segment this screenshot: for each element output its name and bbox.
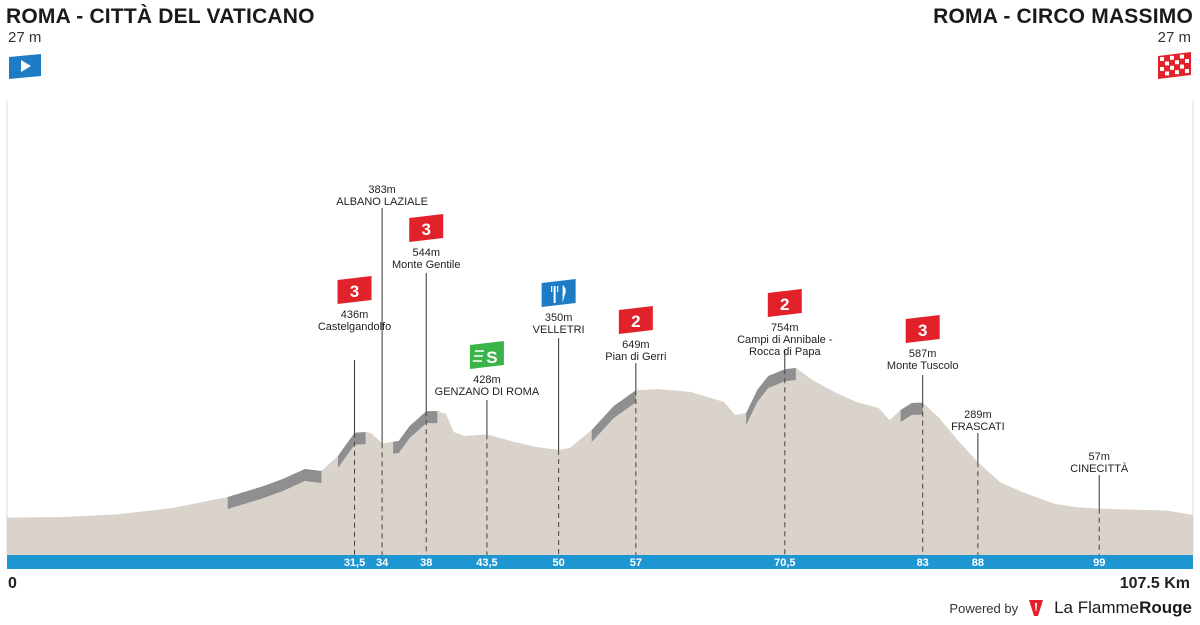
feed-zone-icon <box>541 279 576 307</box>
brand-name-light: La Flamme <box>1054 598 1140 617</box>
finish-location-title: ROMA - CIRCO MASSIMO <box>933 5 1193 28</box>
point-name-label: ALBANO LAZIALE <box>336 196 428 208</box>
point-name-label: Campi di Annibale - <box>737 334 833 346</box>
point-altitude-label: 57m <box>1089 451 1110 463</box>
kom-flag-icon: 2 <box>618 306 653 334</box>
checker-square <box>1185 69 1189 73</box>
km-marker-label: 83 <box>917 557 929 569</box>
kom-flag-icon-shape <box>618 306 653 334</box>
checker-square <box>1175 70 1179 75</box>
brand-name: La FlammeRouge <box>1054 598 1192 618</box>
kom-flag-icon: 2 <box>767 289 802 317</box>
kom-category-label: 3 <box>422 220 431 239</box>
km-start-label: 0 <box>8 575 17 592</box>
kom-flag-icon: 3 <box>337 276 372 304</box>
kom-flag-icon-shape <box>409 214 444 242</box>
checker-square <box>1160 67 1164 71</box>
km-marker-label: 57 <box>630 557 642 569</box>
point-name-label: Castelgandolfo <box>318 321 391 333</box>
point-name-label: CINECITTÀ <box>1070 462 1129 475</box>
point-name-label: Pian di Gerri <box>605 351 666 363</box>
point-altitude-label: 649m <box>622 339 650 351</box>
point-name-label: GENZANO DI ROMA <box>435 386 540 398</box>
checker-square <box>1180 54 1184 59</box>
sprint-category-label: S <box>486 348 497 367</box>
climb-segment <box>337 432 366 468</box>
km-end-label: 107.5 Km <box>1119 575 1190 592</box>
kom-flag-icon-shape <box>337 276 372 304</box>
km-marker-label: 38 <box>420 557 432 569</box>
km-marker-label: 31,5 <box>344 557 365 569</box>
kom-flag-icon-shape <box>767 289 802 317</box>
distance-baseline <box>7 555 1193 569</box>
checker-square <box>1165 61 1169 66</box>
checker-square <box>1170 55 1174 60</box>
km-marker-label: 34 <box>376 557 389 569</box>
point-altitude-label: 436m <box>341 309 369 321</box>
profile-area <box>7 368 1193 555</box>
point-altitude-label: 428m <box>473 374 501 386</box>
start-flag-icon <box>9 54 41 79</box>
finish-flag-icon <box>1158 52 1191 79</box>
start-location-title: ROMA - CITTÀ DEL VATICANO <box>6 5 315 28</box>
checker-square <box>1165 71 1169 76</box>
checker-square <box>1185 59 1189 63</box>
checker-square <box>1180 64 1184 69</box>
feed-zone-icon-shape <box>541 279 576 307</box>
kom-category-label: 3 <box>350 282 359 301</box>
point-name-label: VELLETRI <box>533 324 585 336</box>
brand-name-bold: Rouge <box>1139 598 1192 617</box>
finish-flag-shape <box>1158 52 1191 79</box>
climb-segment <box>591 390 636 442</box>
kom-flag-icon: 3 <box>409 214 444 242</box>
km-marker-label: 99 <box>1093 557 1105 569</box>
point-name-label: Monte Gentile <box>392 259 460 271</box>
climb-segment <box>227 469 322 509</box>
kom-flag-icon: 3 <box>905 315 940 343</box>
play-icon <box>21 60 31 72</box>
km-marker-label: 50 <box>553 557 565 569</box>
checker-square <box>1175 60 1179 65</box>
knife-icon <box>562 285 566 303</box>
sprint-flag-icon: S <box>469 341 504 369</box>
point-altitude-label: 289m <box>964 409 992 421</box>
climb-segment <box>900 402 923 422</box>
start-altitude: 27 m <box>8 29 42 46</box>
kom-flag-icon-shape <box>905 315 940 343</box>
powered-by: Powered by La FlammeRouge <box>949 598 1192 618</box>
checker-square <box>1160 57 1164 61</box>
finish-altitude: 27 m <box>1157 29 1191 46</box>
point-name-label: FRASCATI <box>951 421 1005 433</box>
kom-category-label: 2 <box>631 312 640 331</box>
km-marker-label: 43,5 <box>476 557 497 569</box>
km-marker-label: 70,5 <box>774 557 795 569</box>
powered-by-text: Powered by <box>949 600 1019 616</box>
km-marker-label: 88 <box>972 557 984 569</box>
point-name-label: Rocca di Papa <box>749 346 821 358</box>
kom-category-label: 3 <box>918 321 927 340</box>
sprint-flag-icon-shape <box>469 341 504 369</box>
checker-square <box>1170 65 1174 70</box>
flame-logo-icon <box>1029 600 1044 616</box>
climb-segment <box>746 368 796 425</box>
point-altitude-label: 587m <box>909 348 937 360</box>
kom-category-label: 2 <box>780 295 789 314</box>
point-altitude-label: 383m <box>368 184 396 196</box>
point-altitude-label: 754m <box>771 322 799 334</box>
point-name-label: Monte Tuscolo <box>887 360 959 372</box>
point-altitude-label: 544m <box>412 247 440 259</box>
point-altitude-label: 350m <box>545 312 573 324</box>
